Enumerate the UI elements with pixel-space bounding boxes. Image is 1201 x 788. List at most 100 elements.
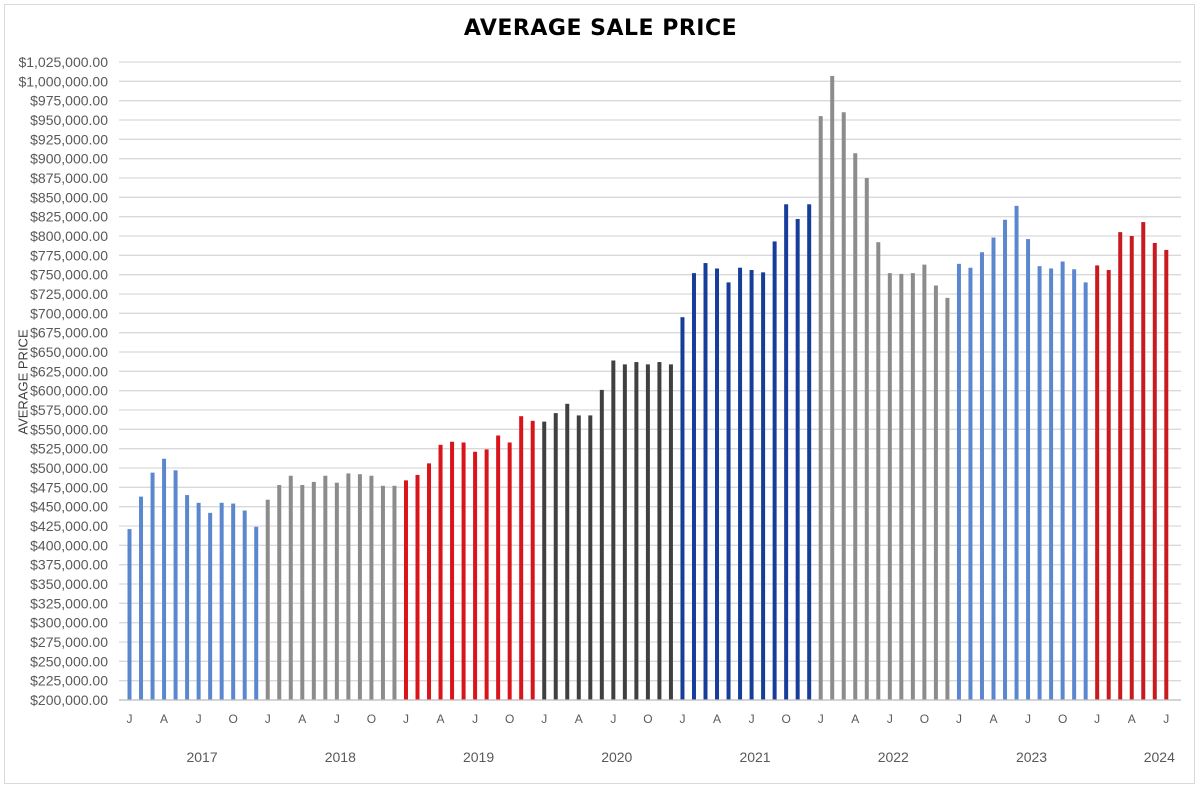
bar [231,503,236,700]
x-tick-label: A [575,712,583,726]
bar [795,218,800,700]
x-tick-label: J [403,712,409,726]
y-tick-label: $200,000.00 [30,692,108,708]
bar [922,264,927,700]
bar [415,474,420,700]
bar [380,485,385,700]
bar [242,510,247,700]
bar [1164,249,1169,701]
y-tick-label: $525,000.00 [30,441,108,457]
x-tick-label: J [472,712,478,726]
bar [680,317,685,700]
x-tick-label: J [1094,712,1100,726]
bar [461,442,466,700]
x-tick-label: J [679,712,685,726]
bar [288,475,293,700]
x-tick-label: A [437,712,445,726]
y-tick-label: $825,000.00 [30,209,108,225]
bar [127,529,132,700]
y-tick-label: $575,000.00 [30,402,108,418]
bars [119,75,1181,701]
bar [392,485,397,700]
bar [450,441,455,700]
bar [818,116,823,701]
bar [599,389,604,700]
bar [910,273,915,700]
bar [830,75,835,701]
y-tick-label: $400,000.00 [30,537,108,553]
y-tick-label: $250,000.00 [30,653,108,669]
bar [887,273,892,700]
y-tick-label: $975,000.00 [30,93,108,109]
x-tick-label: J [956,712,962,726]
x-tick-label: O [920,712,929,726]
bar [807,204,812,700]
bar [1129,236,1134,700]
bar [979,252,984,701]
y-tick-label: $300,000.00 [30,615,108,631]
bar [1072,269,1077,700]
y-tick-label: $725,000.00 [30,286,108,302]
bar [715,268,720,700]
bar [876,242,881,701]
bar [576,415,581,700]
bar [703,263,708,700]
x-tick-label: J [749,712,755,726]
y-tick-label: $675,000.00 [30,325,108,341]
bar [1060,261,1065,700]
y-tick-label: $600,000.00 [30,383,108,399]
bar [1152,242,1157,700]
x-tick-label: J [887,712,893,726]
bar [1118,232,1123,700]
bar [1003,219,1008,700]
bar [784,204,789,700]
y-tick-label: $625,000.00 [30,363,108,379]
bar [185,495,190,700]
bar [1106,270,1111,700]
chart-title: AVERAGE SALE PRICE [463,16,738,41]
y-tick-label: $900,000.00 [30,151,108,167]
bar [438,444,443,700]
year-label: 2024 [1144,749,1175,765]
bar [139,496,144,700]
bar [219,502,224,700]
bar [300,485,305,700]
bar [726,282,731,700]
y-tick-label: $925,000.00 [30,131,108,147]
bar [369,475,374,700]
x-tick-label: A [713,712,721,726]
bar [323,475,328,700]
x-tick-label: J [818,712,824,726]
bar [553,413,558,700]
bar [968,267,973,700]
bar [530,420,535,700]
bar [208,512,213,700]
year-labels: 2017 2018 2019 2020 2021 2022 2023 2024 [186,749,1175,765]
bar [634,362,639,700]
x-tick-label: J [541,712,547,726]
year-label: 2022 [878,749,909,765]
x-tick-label: O [1058,712,1067,726]
y-tick-label: $225,000.00 [30,673,108,689]
y-tick-label: $500,000.00 [30,460,108,476]
bar [311,481,316,700]
year-label: 2018 [325,749,356,765]
bar [150,472,155,700]
bar [265,499,270,700]
bar [991,237,996,700]
bar [403,480,408,700]
x-tick-label: O [781,712,790,726]
bar [542,421,547,700]
bar [484,449,489,700]
bar [496,435,501,700]
bar [945,297,950,700]
y-tick-labels: $200,000.00 $225,000.00 $250,000.00 $275,00… [18,54,108,708]
y-tick-label: $800,000.00 [30,228,108,244]
y-tick-label: $425,000.00 [30,518,108,534]
bar [473,451,478,700]
bar [565,403,570,700]
bar [611,360,616,700]
bar [841,112,846,701]
